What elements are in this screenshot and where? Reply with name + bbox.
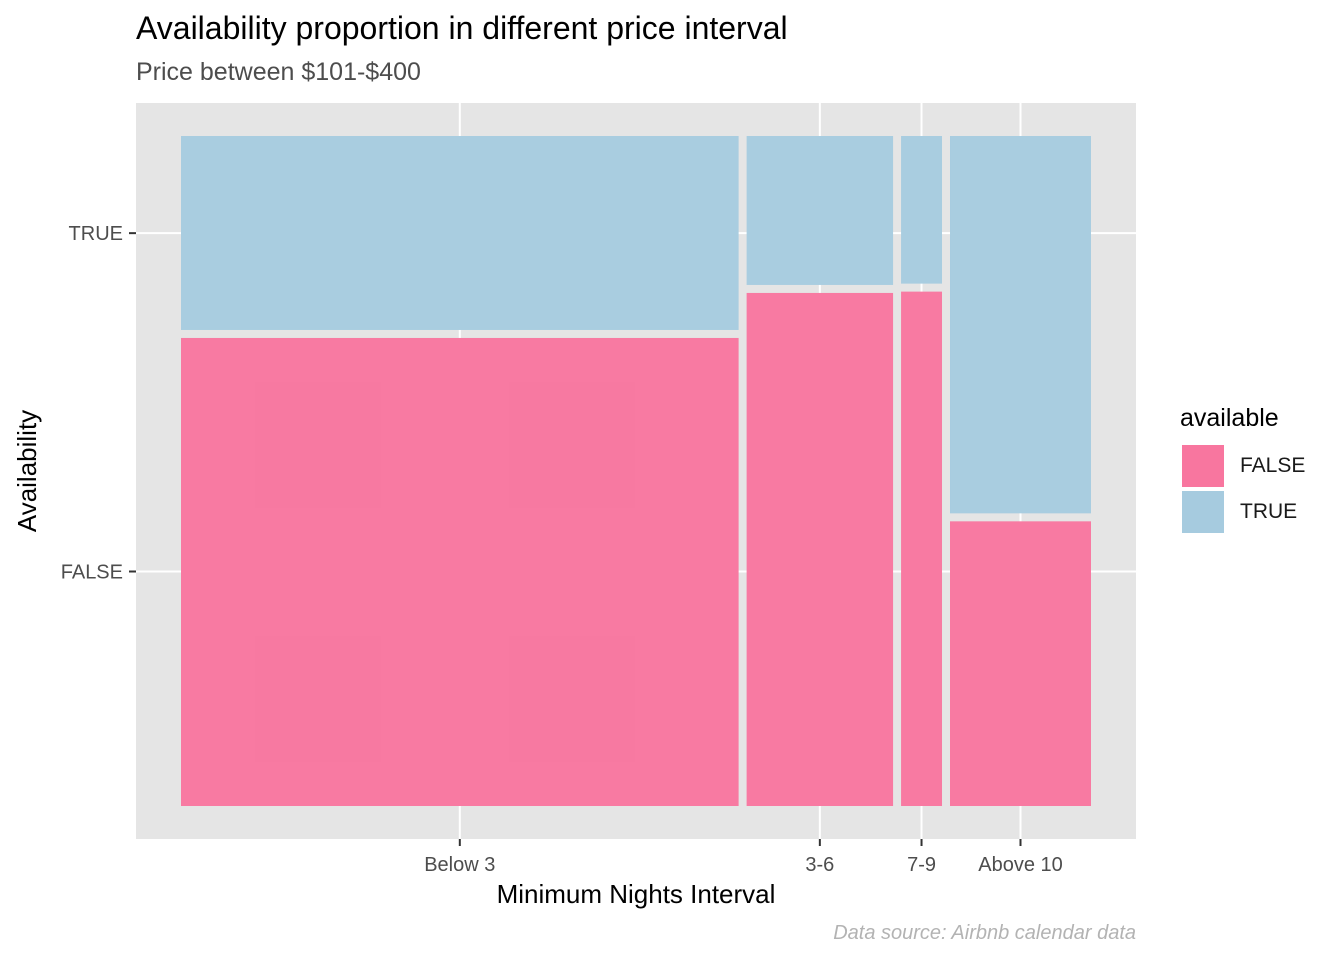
legend-label-true: TRUE xyxy=(1240,500,1298,523)
chart-title: Availability proportion in different pri… xyxy=(136,10,788,46)
chart-caption: Data source: Airbnb calendar data xyxy=(833,922,1136,944)
mosaic-tiles xyxy=(181,136,1091,807)
axes: Below 3 3-6 7-9 Above 10 TRUE FALSE Minimum Ni… xyxy=(12,223,1063,909)
y-axis-title: Availability xyxy=(12,410,42,532)
legend: available FALSE TRUE xyxy=(1180,404,1305,535)
tile-true-0 xyxy=(181,136,739,330)
legend-item-false: FALSE xyxy=(1180,443,1305,489)
x-tick-label-3: Above 10 xyxy=(978,854,1063,876)
x-tick-label-2: 7-9 xyxy=(907,854,936,876)
x-tick-label-1: 3-6 xyxy=(805,854,834,876)
legend-title: available xyxy=(1180,404,1279,432)
tile-false-2 xyxy=(901,291,943,807)
legend-key-false xyxy=(1180,443,1226,489)
legend-item-true: TRUE xyxy=(1180,489,1305,535)
tile-false-1 xyxy=(746,292,894,806)
tile-false-3 xyxy=(950,521,1091,806)
tile-true-3 xyxy=(950,136,1091,514)
x-axis-title: Minimum Nights Interval xyxy=(497,879,776,909)
legend-label-false: FALSE xyxy=(1240,454,1306,477)
tile-true-1 xyxy=(746,136,894,285)
x-tick-label-0: Below 3 xyxy=(424,854,495,876)
chart-subtitle: Price between $101-$400 xyxy=(136,58,421,86)
tile-true-2 xyxy=(901,136,943,284)
y-tick-label-true: TRUE xyxy=(69,223,123,245)
legend-key-true xyxy=(1180,489,1226,535)
tile-false-0 xyxy=(181,337,739,806)
y-tick-label-false: FALSE xyxy=(61,562,123,584)
